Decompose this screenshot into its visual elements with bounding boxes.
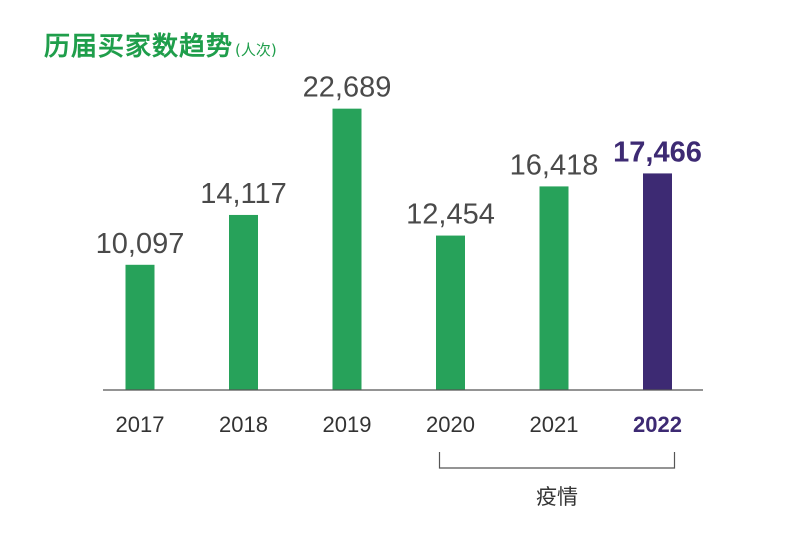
value-label-2021: 16,418 — [510, 149, 599, 181]
value-label-2022: 17,466 — [613, 136, 702, 168]
value-label-2019: 22,689 — [303, 72, 392, 104]
bar-2020 — [436, 235, 465, 390]
bar-2022 — [643, 173, 672, 390]
bar-2021 — [539, 186, 569, 390]
annotation-bracket — [438, 452, 676, 469]
chart-title: 历届买家数趋势 (人次) — [44, 26, 277, 63]
bar-2019 — [332, 108, 362, 390]
tick-label-2021: 2021 — [530, 412, 579, 437]
value-label-2017: 10,097 — [96, 228, 185, 260]
chart-title-text: 历届买家数趋势 — [44, 32, 234, 62]
tick-labels-group: 2017 2018 2019 2020 2021 2022 — [116, 412, 682, 437]
bar-2018 — [229, 214, 258, 390]
bar-2017 — [125, 264, 155, 390]
value-label-2018: 14,117 — [200, 178, 287, 210]
bars-group — [125, 108, 672, 390]
tick-label-2017: 2017 — [116, 412, 165, 437]
tick-label-2020: 2020 — [426, 412, 475, 437]
annotation-label: 疫情 — [536, 485, 578, 509]
value-label-2020: 12,454 — [406, 199, 495, 231]
tick-label-2018: 2018 — [219, 412, 268, 437]
tick-label-2022: 2022 — [633, 412, 682, 437]
annotations-group: 疫情 — [438, 452, 676, 509]
value-labels-group: 10,097 14,117 22,689 12,454 16,418 17,466 — [96, 72, 702, 260]
chart-unit: (人次) — [235, 41, 277, 59]
tick-label-2019: 2019 — [323, 412, 372, 437]
